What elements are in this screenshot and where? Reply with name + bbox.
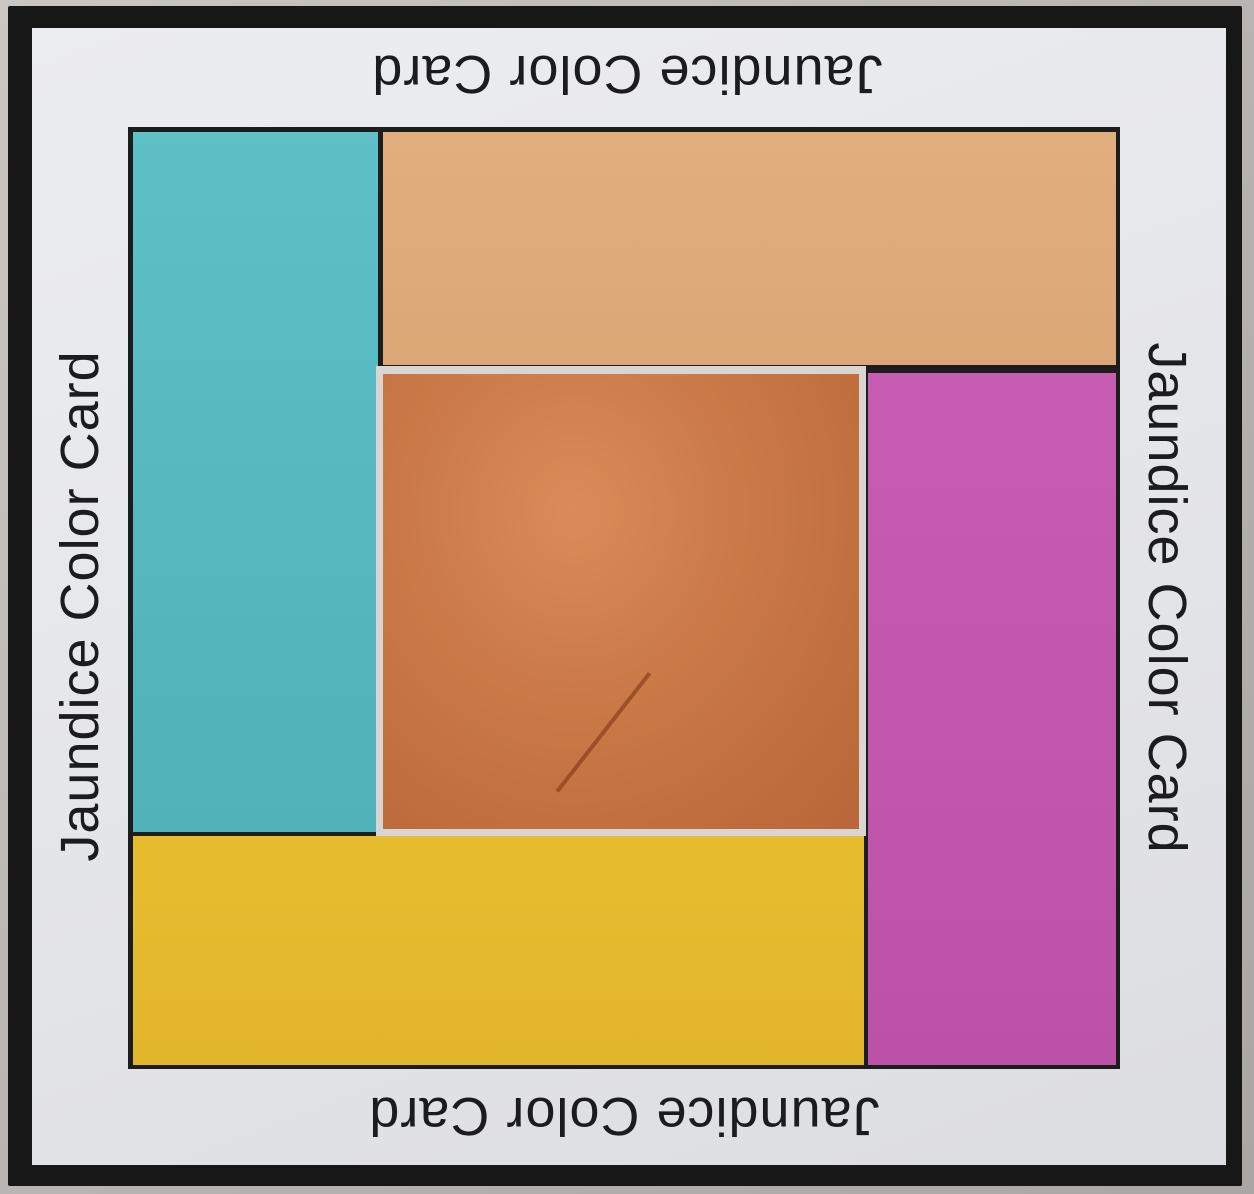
swatch-cyan [133, 132, 378, 832]
card-label-right: Jaundice Color Card [1137, 342, 1197, 854]
card-label-left: Jaundice Color Card [50, 350, 110, 862]
swatch-yellow [133, 836, 864, 1065]
swatch-magenta [868, 373, 1116, 1065]
card-label-top: Jaundice Color Card [371, 44, 883, 104]
swatch-tan [383, 132, 1116, 365]
skin-viewing-window [383, 374, 859, 829]
card-label-bottom: Jaundice Color Card [368, 1086, 880, 1146]
